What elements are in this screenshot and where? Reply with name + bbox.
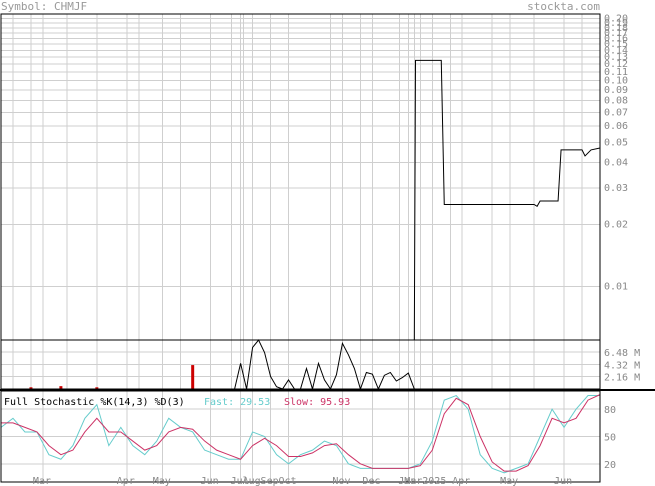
- price-tick-label: 0.16: [604, 33, 628, 44]
- price-line: [413, 59, 601, 341]
- slow-label: Slow: 95.93: [284, 397, 350, 408]
- price-tick-label: 0.15: [604, 39, 628, 50]
- volume-tick-label: 4.32 M: [604, 360, 640, 371]
- x-tick-label: Jan: [398, 476, 416, 486]
- stoch-tick-label: 50: [604, 433, 616, 444]
- stoch-title: Full Stochastic %K(14,3) %D(3): [4, 397, 185, 408]
- x-tick-label: Dec: [362, 476, 380, 486]
- price-tick-label: 0.07: [604, 107, 628, 118]
- price-tick-label: 0.20: [604, 13, 628, 24]
- price-tick-label: 0.12: [604, 59, 628, 70]
- x-tick-label: May: [500, 476, 518, 486]
- volume-tick-label: 2.16 M: [604, 373, 640, 384]
- x-tick-label: Mar: [33, 476, 51, 486]
- price-tick-label: 0.06: [604, 121, 628, 132]
- price-tick-label: 0.05: [604, 137, 628, 148]
- price-tick-label: 0.11: [604, 67, 628, 78]
- volume-bar: [95, 387, 99, 389]
- x-tick-label: Mar: [404, 476, 422, 486]
- price-tick-label: 0.04: [604, 157, 628, 168]
- price-tick-label: 0.10: [604, 75, 628, 86]
- x-tick-label: Apr: [117, 476, 135, 486]
- x-tick-label: Sep: [261, 476, 279, 486]
- price-tick-label: 0.03: [604, 183, 628, 194]
- x-tick-label: Jun: [201, 476, 219, 486]
- price-tick-label: 0.01: [604, 281, 628, 292]
- slow-line: [1, 394, 601, 472]
- price-tick-label: 0.17: [604, 28, 628, 39]
- volume-bar: [59, 386, 63, 389]
- price-tick-label: 0.09: [604, 85, 628, 96]
- site-label: stockta.com: [527, 0, 600, 13]
- price-tick-label: 0.02: [604, 219, 628, 230]
- x-tick-label: Oct: [279, 476, 297, 486]
- stoch-tick-label: 20: [604, 460, 616, 471]
- fast-label: Fast: 29.53: [204, 397, 270, 408]
- x-tick-label: May: [153, 476, 171, 486]
- stoch-panel-frame: [0, 390, 601, 483]
- x-tick-label: Aug: [243, 476, 261, 486]
- volume-bar: [29, 387, 33, 389]
- price-tick-label: 0.19: [604, 18, 628, 29]
- volume-bar: [191, 365, 195, 389]
- x-tick-label: Apr: [452, 476, 470, 486]
- x-tick-label: Jul: [231, 476, 249, 486]
- volume-tick-label: 6.48 M: [604, 348, 640, 359]
- symbol-label: Symbol: CHMJF: [1, 0, 88, 13]
- x-tick-label: Jun: [554, 476, 572, 486]
- price-tick-label: 0.14: [604, 45, 628, 56]
- x-tick-label: 2025: [422, 476, 446, 486]
- stoch-tick-label: 80: [604, 405, 616, 416]
- fast-line: [0, 394, 600, 474]
- x-tick-label: Nov: [332, 476, 350, 486]
- price-tick-label: 0.13: [604, 52, 628, 63]
- volume-line: [234, 339, 415, 391]
- price-tick-label: 0.08: [604, 95, 628, 106]
- price-tick-label: 0.18: [604, 23, 628, 34]
